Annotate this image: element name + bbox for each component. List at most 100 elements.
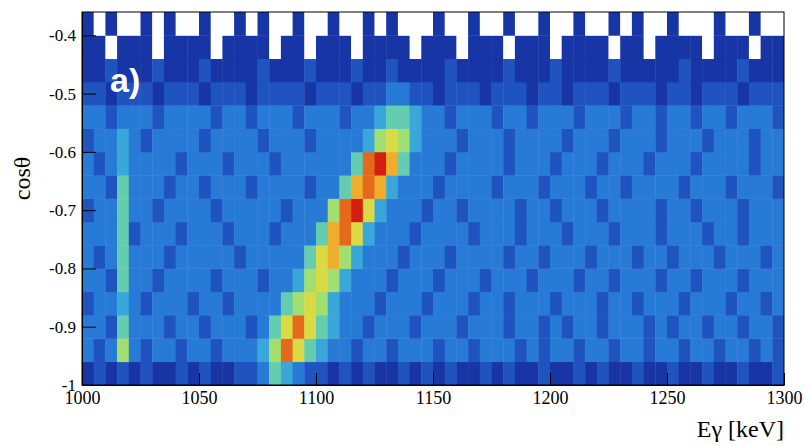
cell <box>597 362 609 385</box>
cell <box>690 362 702 385</box>
cell <box>269 245 281 269</box>
cell <box>258 152 270 176</box>
cell <box>737 129 749 153</box>
cell <box>304 315 316 339</box>
cell <box>211 338 223 362</box>
cell <box>199 245 211 269</box>
cell <box>456 268 468 292</box>
cell <box>129 129 141 153</box>
cell <box>304 245 316 269</box>
cell <box>714 292 726 316</box>
cell <box>655 129 667 153</box>
cell <box>456 129 468 153</box>
cell <box>772 245 784 269</box>
cell <box>468 82 480 106</box>
cell <box>749 12 761 36</box>
cell <box>328 292 340 316</box>
cell <box>129 362 141 385</box>
cell <box>187 175 199 199</box>
cell <box>503 315 515 339</box>
cell <box>702 222 714 246</box>
cell <box>199 152 211 176</box>
cell <box>538 12 550 36</box>
cell <box>433 245 445 269</box>
cell <box>105 105 117 129</box>
cell <box>141 362 153 385</box>
cell <box>562 12 574 36</box>
cell <box>585 338 597 362</box>
cell <box>269 152 281 176</box>
cell <box>176 105 188 129</box>
cell <box>772 268 784 292</box>
y-tick: -0.9 <box>49 318 96 337</box>
cell <box>597 12 609 36</box>
cell <box>573 82 585 106</box>
cell <box>398 105 410 129</box>
cell <box>141 129 153 153</box>
cell <box>222 12 234 36</box>
cell <box>281 292 293 316</box>
cell <box>410 292 422 316</box>
cell <box>398 338 410 362</box>
cell <box>234 338 246 362</box>
cell <box>375 82 387 106</box>
cell <box>375 59 387 83</box>
cell <box>737 199 749 223</box>
cell <box>105 362 117 385</box>
cell <box>726 199 738 223</box>
cell <box>562 82 574 106</box>
cell <box>199 105 211 129</box>
cell <box>468 12 480 36</box>
cell <box>82 292 94 316</box>
cell <box>480 35 492 59</box>
cell <box>761 362 773 385</box>
cell <box>152 362 164 385</box>
cell <box>667 129 679 153</box>
cell <box>258 338 270 362</box>
cell <box>690 59 702 83</box>
cell <box>222 245 234 269</box>
cell <box>632 82 644 106</box>
cell <box>480 222 492 246</box>
cell <box>445 35 457 59</box>
cell <box>433 82 445 106</box>
cell <box>702 12 714 36</box>
cell <box>609 199 621 223</box>
cell <box>538 129 550 153</box>
cell <box>714 105 726 129</box>
cell <box>82 35 94 59</box>
cell <box>187 268 199 292</box>
cell <box>176 362 188 385</box>
cell <box>468 315 480 339</box>
cell <box>141 338 153 362</box>
cell <box>82 338 94 362</box>
cell <box>492 292 504 316</box>
cell <box>363 129 375 153</box>
cell <box>176 35 188 59</box>
cell <box>328 362 340 385</box>
cell <box>386 12 398 36</box>
cell <box>293 199 305 223</box>
cell <box>141 315 153 339</box>
cell <box>152 199 164 223</box>
cell <box>211 245 223 269</box>
x-tick: 1050 <box>182 373 218 408</box>
cell <box>281 268 293 292</box>
cell <box>550 152 562 176</box>
cell <box>515 35 527 59</box>
cell <box>702 338 714 362</box>
cell <box>187 129 199 153</box>
cell <box>550 175 562 199</box>
cell <box>82 222 94 246</box>
cell <box>246 268 258 292</box>
cell <box>433 59 445 83</box>
cell <box>410 59 422 83</box>
cell <box>164 315 176 339</box>
cell <box>281 129 293 153</box>
cell <box>269 362 281 385</box>
cell <box>726 268 738 292</box>
cell <box>515 59 527 83</box>
x-tick-mark <box>550 373 551 385</box>
cell <box>690 82 702 106</box>
x-tick-label: 1150 <box>416 388 451 408</box>
